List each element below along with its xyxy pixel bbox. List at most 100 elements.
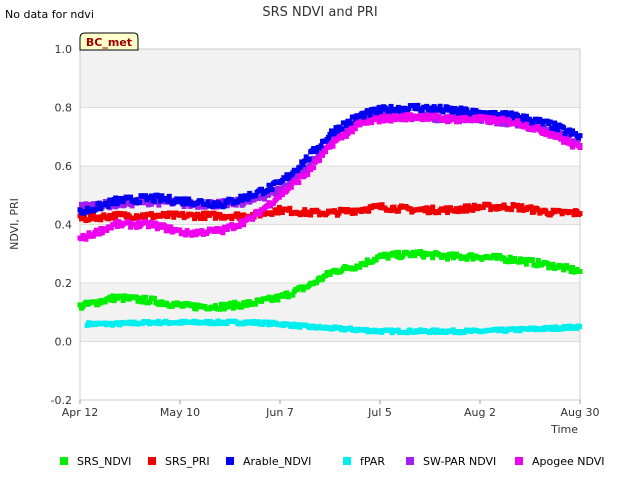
data-point [534,263,540,269]
data-point [327,144,333,150]
data-point [201,210,207,216]
data-point [239,303,245,309]
data-point [561,125,567,131]
data-point [436,113,442,119]
data-point [269,186,275,192]
data-point [328,138,334,144]
data-point [452,116,458,122]
data-point [247,190,253,196]
data-point [422,111,428,117]
data-point [351,114,357,120]
data-point [120,298,126,304]
data-point [339,126,345,132]
data-point [326,140,332,146]
data-point [538,118,544,124]
data-point [401,112,407,118]
data-point [235,211,241,217]
data-point [275,297,281,303]
data-point [137,295,143,301]
data-point [392,116,398,122]
data-point [162,211,168,217]
data-point [134,294,140,300]
data-point [269,189,275,195]
data-point [468,252,474,258]
data-point [288,184,294,190]
data-point [556,132,562,138]
data-point [178,196,184,202]
data-point [78,201,84,207]
data-point [522,257,528,263]
data-point [302,207,308,213]
data-point [137,200,143,206]
data-point [430,255,436,261]
data-point [180,210,186,216]
data-point [564,137,570,143]
data-point [122,211,128,217]
data-point [357,264,363,270]
data-point [214,321,220,327]
plot-frame [79,48,581,401]
data-point [424,103,430,109]
data-point [464,256,470,262]
data-point [342,131,348,137]
data-point [305,171,311,177]
series-apogee-ndvi [77,111,583,242]
data-point [244,193,250,199]
data-point [415,102,421,108]
data-point [553,123,559,129]
data-point [198,215,204,221]
data-point [553,324,559,330]
data-point [455,110,461,116]
data-point [156,194,162,200]
data-point [110,201,116,207]
data-point [570,138,576,144]
data-point [349,129,355,135]
data-point [535,124,541,130]
data-point [564,263,570,269]
data-point [209,203,215,209]
data-point [241,222,247,228]
data-point [140,299,145,305]
data-point [165,214,171,220]
data-point [264,319,270,325]
data-point [224,203,230,209]
data-point [418,112,424,118]
data-point [421,254,427,260]
data-point [232,299,238,305]
data-point [431,117,437,123]
legend-swatch [226,457,234,465]
data-point [119,293,125,299]
y-tick-label: 0.6 [55,160,73,173]
data-point [151,198,157,204]
data-point [281,293,287,299]
data-point [299,284,305,290]
data-point [320,276,326,282]
data-point [506,259,512,265]
series-fpar [84,318,583,336]
data-point [83,236,89,242]
legend-label: Arable_NDVI [243,455,311,468]
data-point [343,133,349,139]
data-point [375,109,381,115]
data-point [129,203,135,209]
data-point [443,114,449,120]
data-point [122,202,128,208]
data-point [245,196,251,202]
data-point [516,207,522,213]
data-point [300,209,306,215]
data-point [398,109,404,115]
data-point [241,212,247,218]
x-tick-label: Jun 7 [265,406,294,419]
data-point [169,303,175,309]
data-point [388,208,394,214]
data-point [503,110,509,116]
data-point [314,148,320,154]
data-point [125,201,131,207]
data-point [224,199,230,205]
y-tick-label: 1.0 [55,43,73,56]
data-points [77,102,583,336]
data-point [300,287,306,293]
data-point [388,327,394,333]
data-point [181,204,187,210]
data-point [424,205,430,211]
